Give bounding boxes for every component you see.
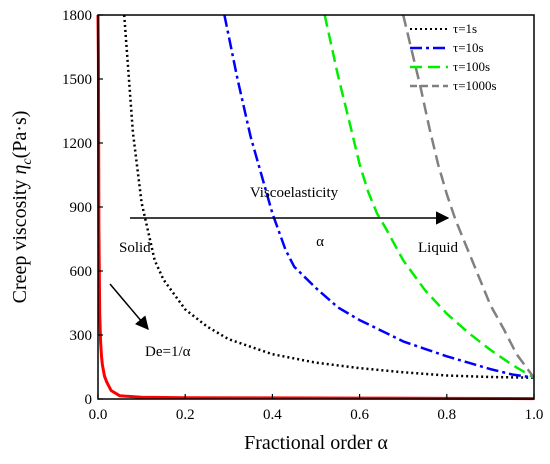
legend-label-tau-1s: τ=1s	[453, 21, 477, 36]
alpha-label: α	[316, 234, 324, 250]
x-tick-label: 0.2	[176, 407, 195, 423]
y-tick-label: 900	[70, 200, 93, 216]
legend-label-tau-10s: τ=10s	[453, 40, 484, 55]
series-line-1000s	[401, 14, 536, 379]
solid-label: Solid	[119, 240, 151, 256]
legend-label-tau-100s: τ=100s	[453, 59, 490, 74]
y-axis-label-subscript: c	[20, 158, 35, 165]
series-layer	[96, 14, 536, 401]
deborah-label: De=1/α	[145, 344, 191, 360]
y-tick-label: 600	[70, 264, 93, 280]
y-axis-label-symbol: η	[9, 165, 31, 175]
x-tick-label: 0.0	[89, 407, 108, 423]
series-line-10s	[223, 14, 535, 379]
ticks-layer: 0.0 0.2 0.4 0.6 0.8 1.0 0 300 600 900 1200 1500 1800	[62, 8, 543, 423]
y-tick-label: 1800	[62, 8, 92, 24]
series-line-1s	[122, 14, 535, 379]
y-tick-label: 1200	[62, 136, 92, 152]
viscoelasticity-label: Viscoelasticity	[250, 185, 339, 201]
deborah-arrow	[109, 283, 149, 331]
y-tick-label: 0	[85, 392, 93, 408]
y-axis-label-main: Creep viscosity	[9, 175, 31, 304]
legend-label-tau-1000s: τ=1000s	[453, 78, 497, 93]
y-axis-label-unit: (Pa·s)	[9, 111, 31, 159]
series-line-red-curve	[96, 14, 535, 401]
legend: τ=1s τ=10s τ=100s τ=1000s	[410, 21, 497, 93]
liquid-label: Liquid	[418, 240, 458, 256]
x-tick-label: 0.6	[350, 407, 369, 423]
y-tick-label: 300	[70, 328, 93, 344]
y-axis-label: Creep viscosity ηc(Pa·s)	[9, 111, 35, 304]
series-line-100s	[323, 14, 535, 379]
x-axis-label: Fractional order α	[244, 432, 388, 454]
x-tick-label: 0.4	[263, 407, 282, 423]
y-tick-label: 1500	[62, 72, 92, 88]
x-tick-label: 0.8	[437, 407, 456, 423]
x-tick-label: 1.0	[525, 407, 544, 423]
